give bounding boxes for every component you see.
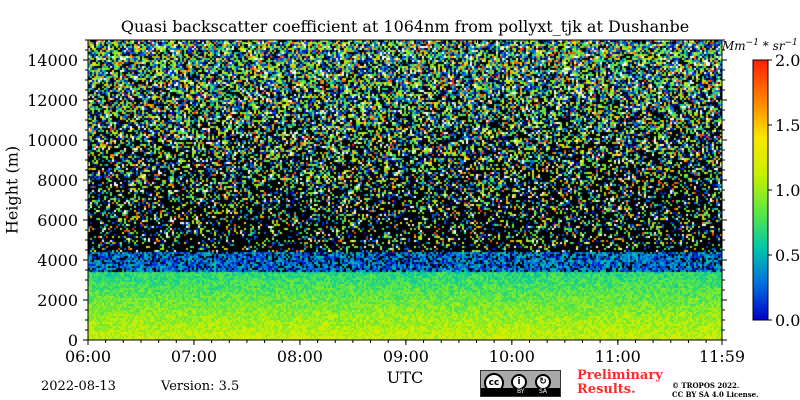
version-label: Version: 3.5 [161, 379, 240, 394]
copyright-line2: CC BY SA 4.0 License. [672, 390, 759, 399]
colorbar-tick-label: 0.0 [775, 311, 800, 330]
x-tick-label: 08:00 [277, 347, 323, 366]
x-tick-label: 06:00 [65, 347, 111, 366]
y-tick-label: 6000 [37, 211, 78, 230]
date-label: 2022-08-13 [41, 379, 116, 394]
y-tick-label: 4000 [37, 251, 78, 270]
axes: 06:00 07:00 08:00 09:00 10:00 11:00 11:59 0 2000… [27, 39, 745, 366]
colorbar-tick-label: 1.5 [775, 116, 800, 135]
by-label: BY [517, 388, 525, 395]
colorbar-tick-label: 1.0 [775, 181, 800, 200]
colorbar-unit-label: Mm−1 * sr−1 [722, 38, 798, 53]
x-tick-label: 09:00 [383, 347, 429, 366]
copyright-notice: © TROPOS 2022. CC BY SA 4.0 License. [672, 381, 759, 399]
y-tick-label: 14000 [27, 51, 78, 70]
colorbar-tick-label: 0.5 [775, 246, 800, 265]
heatmap-image [88, 40, 722, 340]
x-tick-label: 11:00 [595, 347, 641, 366]
copyright-line1: © TROPOS 2022. [672, 381, 740, 390]
x-axis-label: UTC [386, 368, 424, 387]
preliminary-notice: Preliminary Results. [577, 369, 663, 397]
x-tick-label: 07:00 [171, 347, 217, 366]
sa-label: SA [539, 388, 548, 395]
heatmap-area [88, 40, 722, 340]
y-tick-label: 2000 [37, 291, 78, 310]
y-tick-label: 8000 [37, 171, 78, 190]
license-strip: BY SA [481, 388, 560, 396]
colorbar: 0.0 0.5 1.0 1.5 2.0 [752, 51, 800, 330]
colorbar-bar [752, 59, 769, 321]
y-tick-label: 0 [68, 331, 78, 350]
cc-license-badge: cc i ↻ BY SA [480, 370, 561, 397]
y-tick-label: 12000 [27, 91, 78, 110]
x-tick-label: 10:00 [489, 347, 535, 366]
x-tick-label: 11:59 [699, 347, 745, 366]
preliminary-line1: Preliminary [577, 368, 663, 383]
attribution-icon: i [511, 374, 527, 390]
y-tick-label: 10000 [27, 131, 78, 150]
colorbar-tick-label: 2.0 [775, 51, 800, 70]
chart-title: Quasi backscatter coefficient at 1064nm … [120, 17, 690, 36]
preliminary-line2: Results. [577, 382, 636, 397]
